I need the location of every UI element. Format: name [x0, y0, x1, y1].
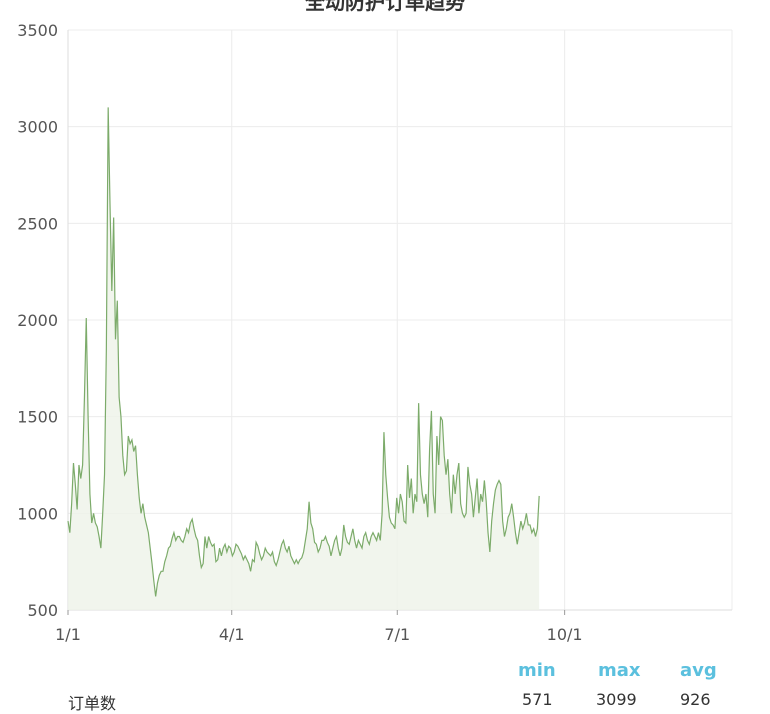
legend-value-min: 571	[522, 690, 553, 709]
y-tick-label: 3000	[17, 118, 58, 137]
legend-header-avg: avg	[680, 660, 717, 681]
y-tick-label: 3500	[17, 21, 58, 40]
series-line	[67, 107, 540, 597]
y-tick-label: 1000	[17, 504, 58, 523]
legend-value-max: 3099	[596, 690, 637, 709]
x-axis-ticks: 1/1 4/1 7/1 10/1	[55, 610, 583, 644]
series-area	[68, 107, 540, 610]
legend-value-avg: 926	[680, 690, 711, 709]
x-tick-label: 1/1	[55, 625, 81, 644]
x-tick-label: 10/1	[547, 625, 583, 644]
trend-chart: 500 1000 1500 2000 2500 3000 3500 1/1 4/1 7/1 10/…	[17, 21, 733, 644]
chart-title: 全动防护订单趋势	[305, 0, 465, 14]
y-tick-label: 2000	[17, 311, 58, 330]
legend-header-max: max	[598, 660, 641, 681]
y-axis-ticks: 500 1000 1500 2000 2500 3000 3500	[17, 21, 58, 620]
legend-header-min: min	[518, 660, 556, 681]
y-tick-label: 1500	[17, 408, 58, 427]
y-tick-label: 500	[27, 601, 58, 620]
x-tick-label: 4/1	[219, 625, 245, 644]
y-tick-label: 2500	[17, 214, 58, 233]
legend-series-label[interactable]: 订单数	[68, 694, 117, 713]
x-tick-label: 7/1	[384, 625, 410, 644]
